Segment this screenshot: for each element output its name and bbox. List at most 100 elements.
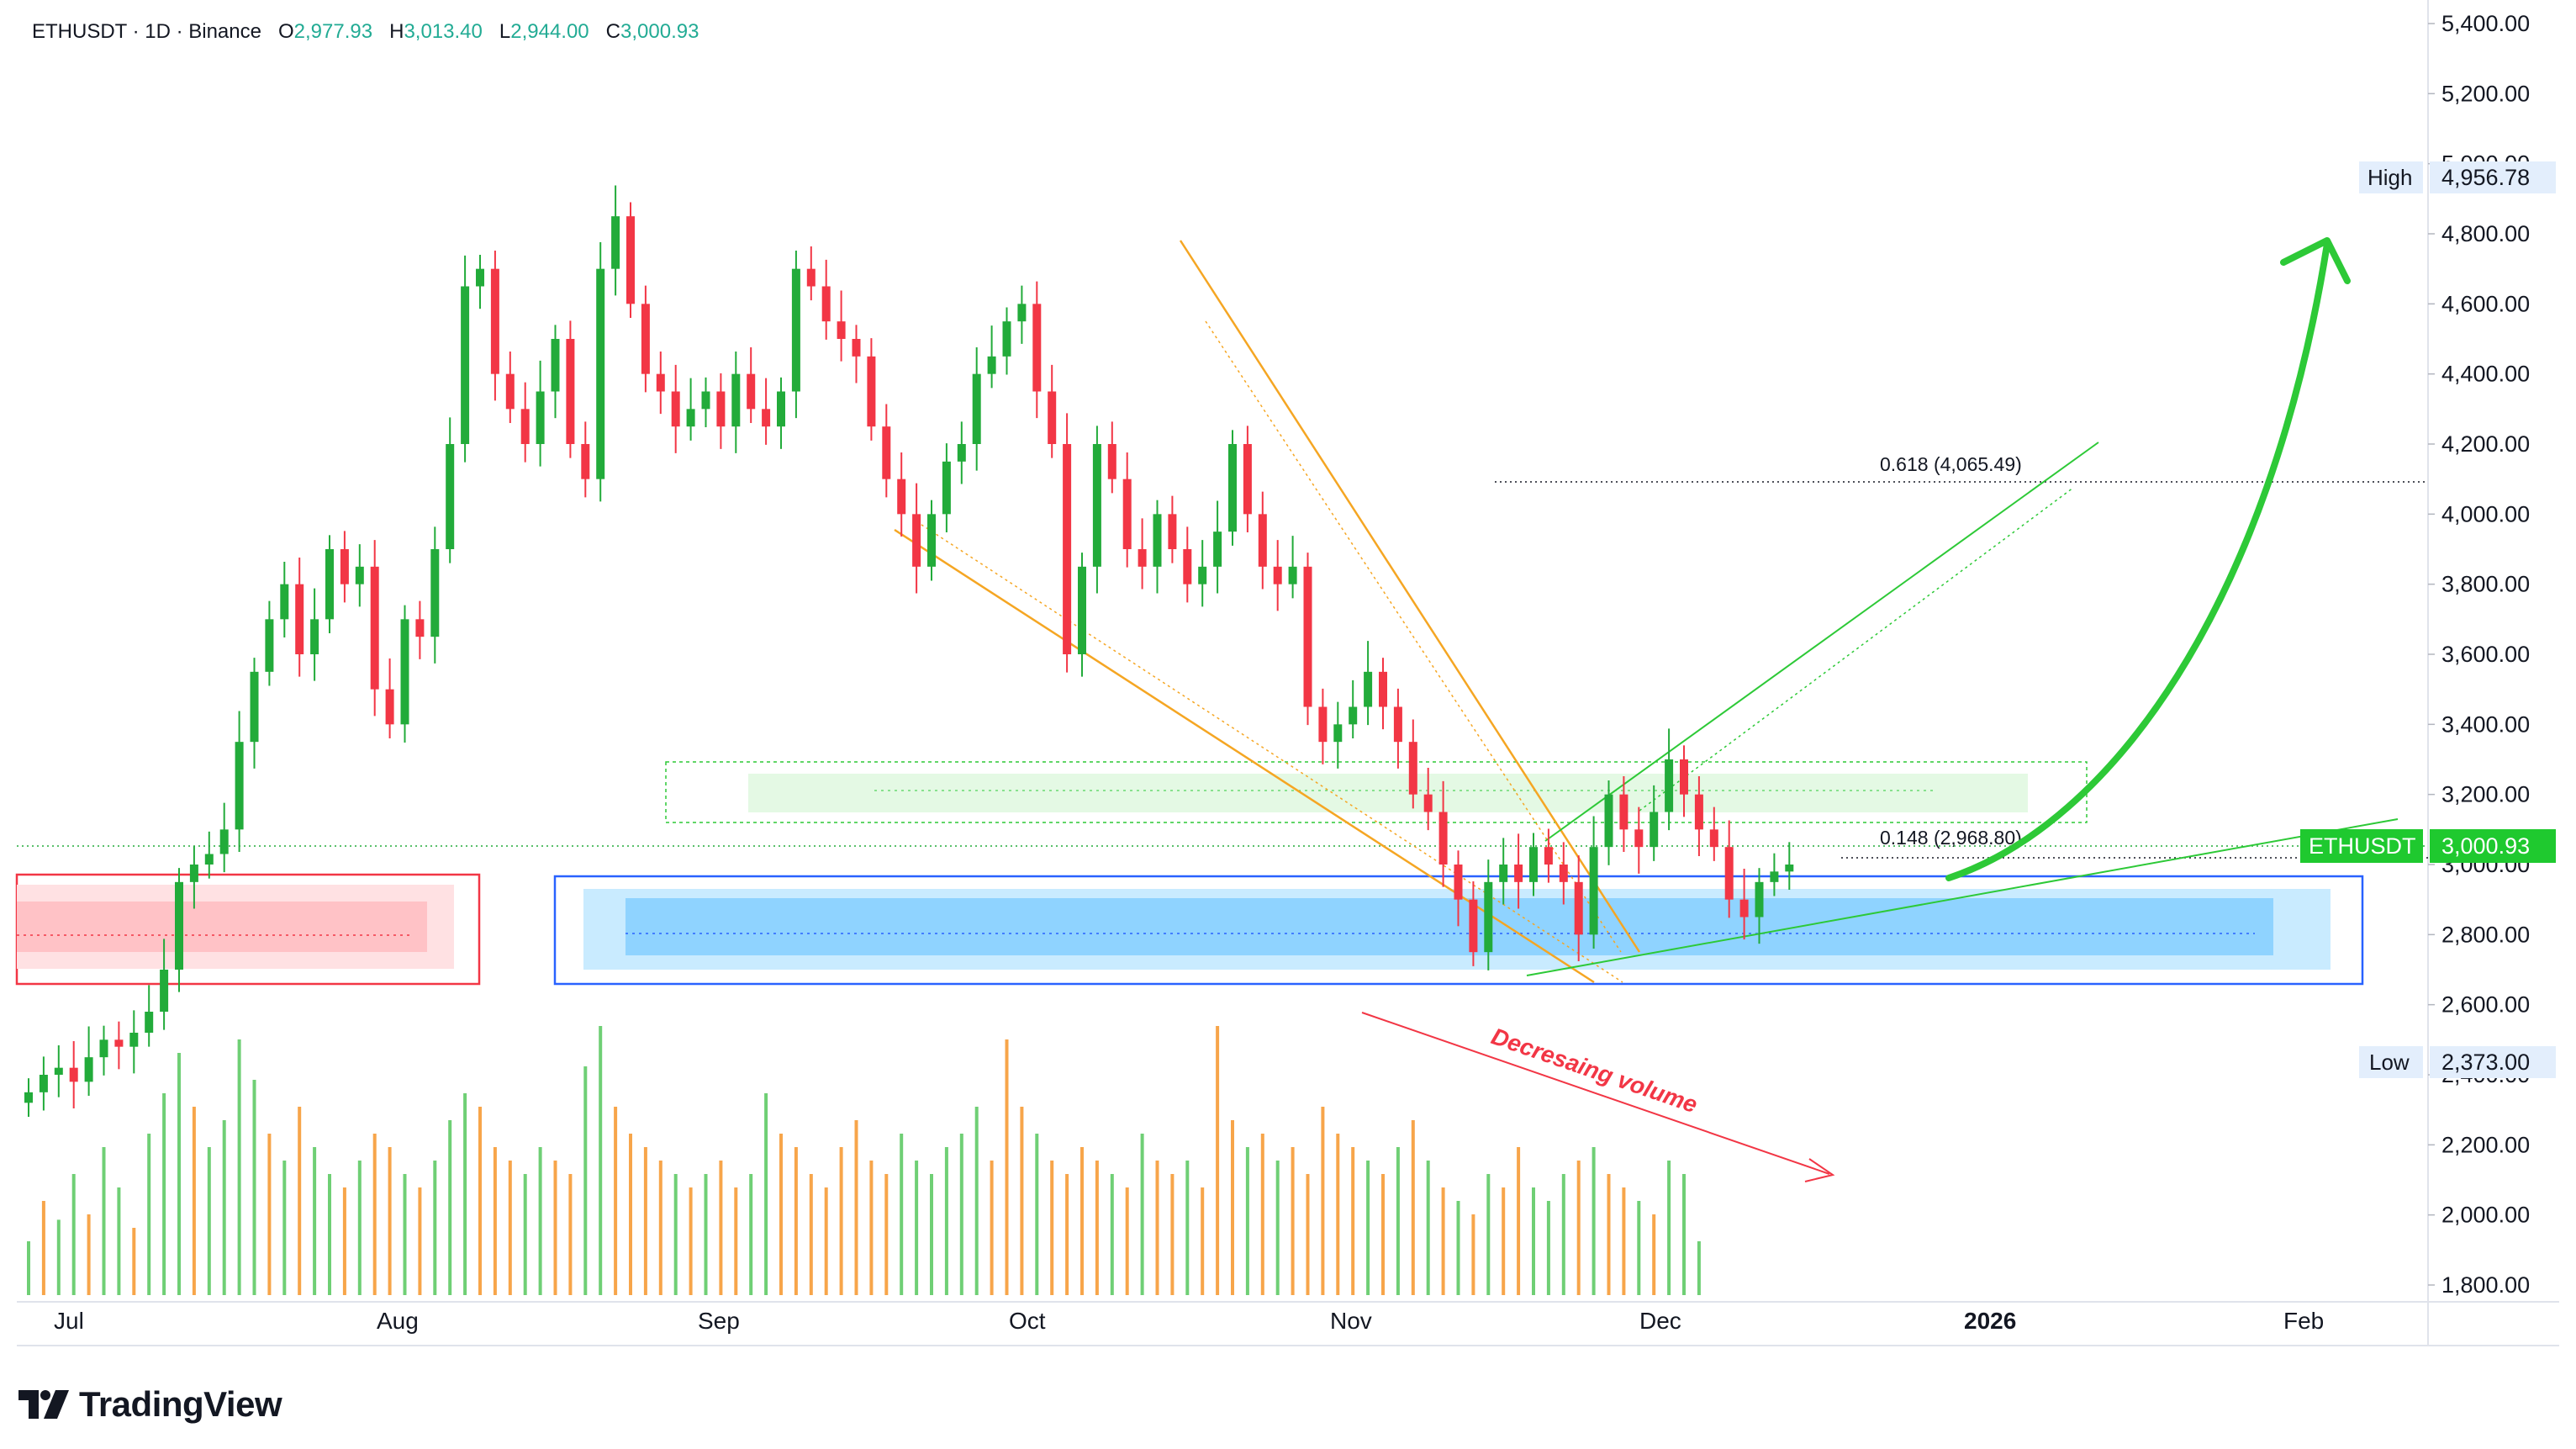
candle-body <box>24 1092 33 1103</box>
candle-body <box>325 549 334 620</box>
volume-bar <box>1426 1161 1430 1295</box>
time-axis-label: Oct <box>1009 1308 1046 1334</box>
volume-bar <box>824 1187 828 1295</box>
channel-lower-line <box>1526 818 2399 976</box>
candle-body <box>1048 391 1057 444</box>
candle-body <box>490 268 499 374</box>
candle-body <box>219 829 229 854</box>
volume-bar <box>1456 1201 1460 1295</box>
volume-bar <box>1517 1147 1521 1295</box>
candle-body <box>99 1039 108 1058</box>
candle-body <box>355 566 364 584</box>
volume-bar <box>930 1174 933 1295</box>
candle-body <box>987 356 996 374</box>
candle-body <box>1228 444 1237 532</box>
low-badge-label: Low <box>2369 1050 2410 1075</box>
candle-body <box>265 619 274 672</box>
volume-bar <box>282 1161 287 1295</box>
volume-bar <box>1486 1174 1491 1295</box>
volume-bar <box>568 1174 573 1295</box>
volume-bar <box>388 1147 392 1295</box>
candle-body <box>175 881 183 970</box>
candle-body <box>1423 794 1433 812</box>
volume-bar <box>207 1147 211 1295</box>
candle-body <box>310 619 319 654</box>
volume-bar <box>749 1174 753 1295</box>
candle-body <box>611 216 620 269</box>
tradingview-logo[interactable]: TradingView <box>18 1379 282 1430</box>
candle-body <box>1153 514 1162 567</box>
candle-body <box>1529 847 1538 882</box>
volume-bar <box>1576 1161 1581 1295</box>
candle-body <box>551 339 560 392</box>
candle-body <box>686 409 695 427</box>
time-axis[interactable]: Jul Aug Sep Oct Nov Dec 2026 Feb <box>54 1308 2324 1334</box>
candle-body <box>1333 724 1343 743</box>
candle-body <box>370 566 379 690</box>
volume-bar <box>809 1174 813 1295</box>
fib-0148-label: 0.148 (2,968.80) <box>1880 827 2022 849</box>
candle-body <box>897 479 906 515</box>
volume-bar <box>915 1161 919 1295</box>
volume-bar <box>1637 1201 1641 1295</box>
time-axis-label: Nov <box>1330 1308 1372 1334</box>
candle-body <box>1484 881 1493 953</box>
volume-bar <box>1095 1161 1099 1295</box>
candle-body <box>867 356 876 427</box>
volume-bar <box>147 1134 151 1295</box>
volume-bar <box>1532 1187 1535 1295</box>
candle-body <box>1379 671 1387 707</box>
volume-bar <box>704 1174 708 1295</box>
candle-body <box>340 549 349 584</box>
candle-body <box>1063 444 1072 654</box>
candle-body <box>1288 566 1297 584</box>
volume-bar <box>1667 1161 1671 1295</box>
candle-body <box>430 549 440 637</box>
candle-body <box>461 286 470 444</box>
volume-bar <box>252 1080 256 1295</box>
candle-body <box>1499 865 1508 882</box>
volume-bar <box>1396 1147 1400 1295</box>
volume-bar <box>689 1187 693 1295</box>
volume-bar <box>132 1228 136 1295</box>
time-axis-label: Sep <box>698 1308 740 1334</box>
candle-body <box>446 444 455 549</box>
candle-body <box>972 373 981 444</box>
volume-bar <box>1622 1187 1626 1295</box>
volume-bar <box>900 1134 904 1295</box>
volume-bar <box>357 1161 362 1295</box>
price-axis-tick-label: 2,600.00 <box>2441 992 2530 1018</box>
candle-body <box>1739 899 1749 918</box>
volume-bar <box>719 1161 723 1295</box>
decreasing-volume-arrowhead <box>1804 1158 1835 1182</box>
candle-body <box>69 1067 78 1082</box>
wedge-lower-dotted <box>916 521 1623 983</box>
candle-body <box>1709 829 1718 848</box>
candle-body <box>1438 812 1448 865</box>
time-axis-label: Dec <box>1639 1308 1681 1334</box>
candle-body <box>656 373 665 392</box>
candle-body <box>1092 444 1101 567</box>
volume-bar <box>1306 1174 1310 1295</box>
volume-bar <box>794 1147 798 1295</box>
volume-bar <box>87 1214 91 1295</box>
decreasing-volume-arrow <box>1361 1012 1830 1175</box>
price-axis[interactable]: 5,400.005,200.005,000.004,800.004,600.00… <box>2428 11 2530 1298</box>
candle-body <box>1078 566 1086 654</box>
volume-bar <box>959 1134 963 1295</box>
price-axis-tick-label: 1,800.00 <box>2441 1272 2530 1298</box>
time-axis-label: Feb <box>2283 1308 2324 1334</box>
candle-body <box>114 1039 124 1047</box>
decreasing-volume-label: Decresaing volume <box>1488 1023 1701 1118</box>
volume-bar <box>538 1147 542 1295</box>
candle-body <box>701 391 710 410</box>
volume-bar <box>1441 1187 1445 1295</box>
candle-body <box>160 970 169 1012</box>
candle-body <box>1017 304 1027 322</box>
low-value: 2,944.00 <box>510 20 589 43</box>
volume-bar <box>1561 1174 1565 1295</box>
volume-bar <box>1245 1147 1249 1295</box>
open-label: O <box>277 20 294 43</box>
low-value-label: 2,373.00 <box>2441 1050 2530 1075</box>
